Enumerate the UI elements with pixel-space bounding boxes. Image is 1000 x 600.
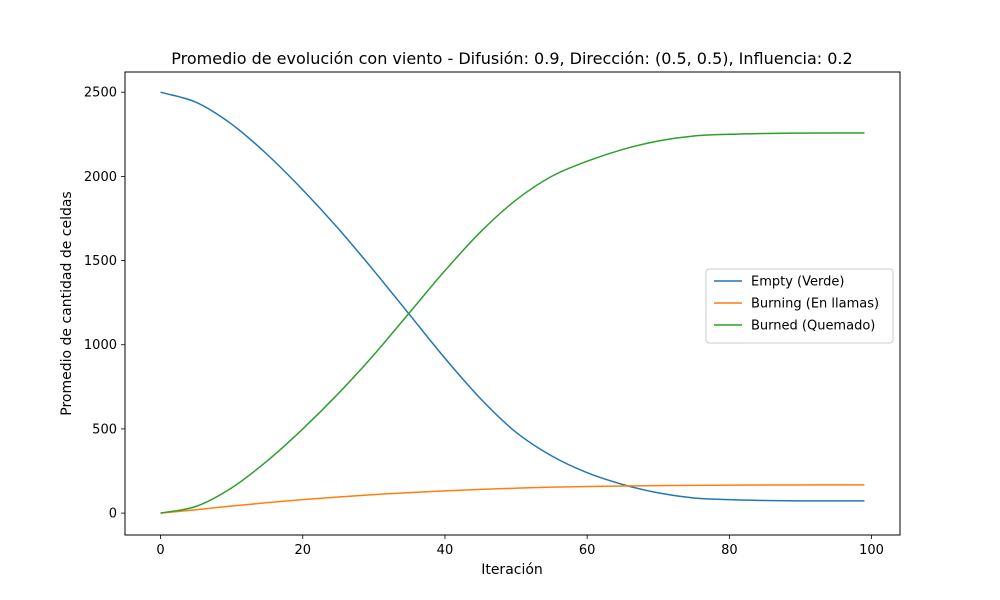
plot-lines: [160, 91, 865, 514]
x-tick-label: 100: [859, 543, 884, 558]
x-tick-label: 60: [579, 543, 596, 558]
legend-label-1: Burning (En llamas): [751, 297, 879, 312]
x-tick-label: 40: [437, 543, 454, 558]
legend: Empty (Verde) Burning (En llamas) Burned (…: [705, 268, 894, 344]
x-tick-label: 0: [156, 543, 164, 558]
y-tick-label: 0: [109, 507, 117, 522]
x-tick-label: 20: [294, 543, 311, 558]
plot-frame: [124, 71, 901, 536]
x-axis-label: Iteración: [481, 562, 543, 578]
y-tick-label: 1500: [84, 254, 117, 269]
y-axis-ticks: 0 500 1000 1500 2000 2500: [84, 86, 125, 522]
series-line-0: [160, 91, 865, 502]
series-line-2: [160, 132, 865, 514]
legend-label-2: Burned (Quemado): [751, 319, 875, 334]
x-axis-ticks: 0 20 40 60 80 100: [156, 535, 884, 558]
chart-title: Promedio de evolución con viento - Difus…: [171, 49, 852, 68]
y-tick-label: 1000: [84, 338, 117, 353]
y-axis-label: Promedio de cantidad de celdas: [59, 191, 75, 415]
x-tick-label: 80: [721, 543, 738, 558]
legend-box: [705, 268, 894, 344]
y-tick-label: 2000: [84, 170, 117, 185]
y-tick-label: 500: [92, 422, 117, 437]
y-tick-label: 2500: [84, 86, 117, 101]
legend-label-0: Empty (Verde): [751, 275, 844, 290]
series-line-1: [160, 484, 865, 514]
